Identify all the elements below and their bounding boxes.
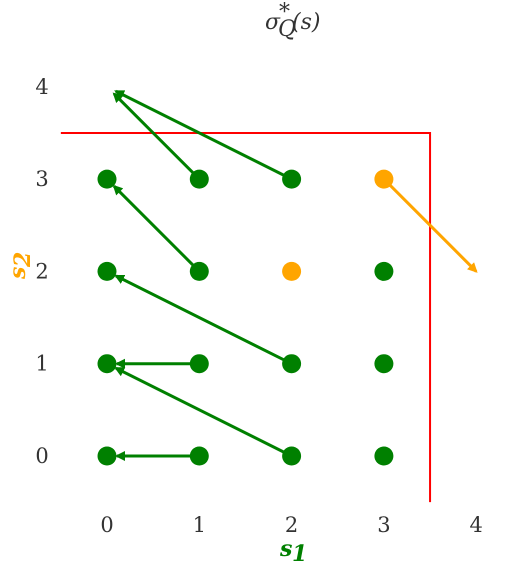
- point-2-0: [282, 446, 302, 466]
- y-tick-labels: 0 1 2 3 4: [35, 75, 48, 468]
- arrow-2-3-to-0-4: [114, 89, 293, 181]
- point-layer: [97, 169, 394, 466]
- point-0-1: [97, 354, 117, 374]
- point-2-3: [282, 169, 302, 189]
- point-1-3: [189, 169, 209, 189]
- point-1-2: [189, 261, 209, 281]
- boundary-layer: [60, 131, 432, 503]
- title-sup: *: [279, 0, 290, 25]
- point-2-2: [282, 261, 302, 281]
- x-axis-label-sub: 1: [292, 541, 307, 567]
- point-0-2: [97, 261, 117, 281]
- y-tick-2: 2: [35, 259, 48, 283]
- point-3-0: [374, 446, 394, 466]
- title-arg: (s): [292, 10, 320, 35]
- x-tick-4: 4: [470, 513, 483, 537]
- title-sub: Q: [278, 17, 296, 42]
- x-tick-1: 1: [193, 513, 206, 537]
- point-2-1: [282, 354, 302, 374]
- y-axis-label-sub: 2: [10, 252, 36, 268]
- x-tick-3: 3: [377, 513, 390, 537]
- x-axis-label: s 1: [279, 536, 307, 567]
- x-axis-label-base: s: [279, 536, 292, 562]
- y-axis-label-base: s: [5, 267, 31, 280]
- point-0-3: [97, 169, 117, 189]
- point-3-3: [374, 169, 394, 189]
- chart-title: σ * Q (s): [265, 0, 320, 42]
- y-tick-0: 0: [35, 444, 48, 468]
- arrow-1-2-to-0-3: [112, 184, 201, 273]
- y-tick-1: 1: [35, 352, 48, 376]
- arrow-1-3-to-0-4: [112, 92, 201, 181]
- arrow-2-1-to-0-2: [114, 274, 293, 366]
- title-base: σ: [265, 10, 281, 35]
- x-tick-0: 0: [100, 513, 113, 537]
- point-3-2: [374, 261, 394, 281]
- arrow-2-0-to-0-1: [114, 366, 293, 458]
- x-tick-2: 2: [285, 513, 298, 537]
- y-tick-4: 4: [35, 75, 48, 99]
- y-tick-3: 3: [35, 167, 48, 191]
- point-0-0: [97, 446, 117, 466]
- point-1-1: [189, 354, 209, 374]
- boundary-line: [60, 131, 432, 503]
- arrow-3-3-to-4-2: [382, 178, 478, 273]
- point-3-1: [374, 354, 394, 374]
- arrow-layer: [112, 89, 478, 461]
- x-tick-labels: 0 1 2 3 4: [100, 513, 483, 537]
- y-axis-label: s 2: [5, 252, 36, 280]
- point-1-0: [189, 446, 209, 466]
